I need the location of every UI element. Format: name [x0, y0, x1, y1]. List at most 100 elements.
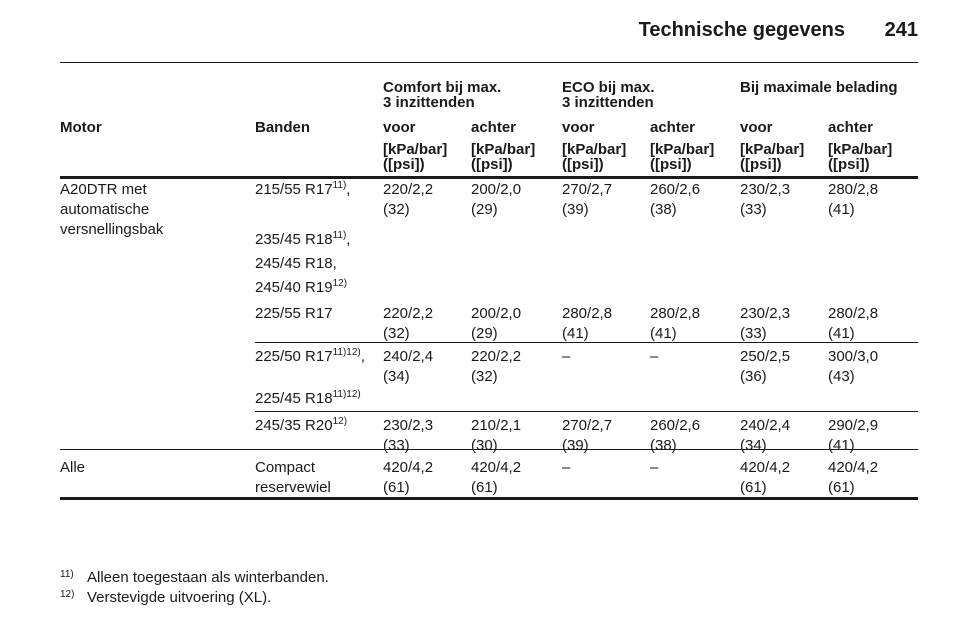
tyre-size-text: reservewiel: [255, 479, 331, 496]
unit-header: [kPa/bar]: [828, 141, 893, 158]
tyre-size-text: 245/40 R19: [255, 279, 333, 296]
pressure-value: (32): [471, 368, 498, 385]
unit-header: ([psi]): [383, 156, 425, 173]
pressure-value: (43): [828, 368, 855, 385]
unit-header: [kPa/bar]: [471, 141, 536, 158]
pressure-value: 300/3,0: [828, 348, 879, 365]
pressure-value: (61): [383, 479, 410, 496]
column-header: achter: [471, 119, 517, 136]
pressure-value: (61): [828, 479, 855, 496]
footnote-ref: 11)12): [332, 389, 361, 400]
tyre-size: reservewiel: [255, 478, 331, 498]
unit-header: [kPa/bar]: [740, 141, 805, 158]
unit-header: ([psi]): [740, 156, 782, 173]
punctuation: ,: [346, 231, 351, 248]
footnote-ref: 12): [332, 416, 348, 427]
tyre-size: 215/55 R1711),: [255, 180, 350, 200]
pressure-value: 210/2,1: [471, 417, 522, 434]
pressure-value: (34): [383, 368, 410, 385]
pressure-value: 280/2,8: [650, 305, 701, 322]
column-header: voor: [383, 119, 416, 136]
tyre-size: 225/45 R1811)12): [255, 389, 361, 409]
pressure-value: (29): [471, 325, 498, 342]
pressure-value: 230/2,3: [383, 417, 434, 434]
tyre-size-text: 225/50 R17: [255, 348, 333, 365]
tyre-size: 225/55 R17: [255, 304, 333, 324]
table-rule: [60, 497, 918, 500]
tyre-size: 235/45 R1811),: [255, 230, 350, 250]
footnote-mark: 11): [60, 569, 74, 580]
table-rule: [60, 449, 918, 450]
pressure-value: –: [562, 459, 571, 476]
pressure-value: 290/2,9: [828, 417, 879, 434]
motor: automatische: [60, 201, 150, 218]
pressure-value: 240/2,4: [740, 417, 791, 434]
pressure-value: 220/2,2: [383, 305, 434, 322]
pressure-value: 250/2,5: [740, 348, 791, 365]
pressure-value: 420/4,2: [383, 459, 434, 476]
footnote-mark: 12): [60, 589, 75, 600]
motor: A20DTR met: [60, 181, 147, 198]
pressure-value: (61): [471, 479, 498, 496]
punctuation: ,: [360, 348, 365, 365]
pressure-value: 420/4,2: [740, 459, 791, 476]
tyre-size: 245/45 R18,: [255, 254, 337, 274]
pressure-value: (32): [383, 325, 410, 342]
pressure-value: 200/2,0: [471, 181, 522, 198]
pressure-value: 260/2,6: [650, 181, 701, 198]
tyre-size-text: 225/45 R18: [255, 390, 333, 407]
pressure-value: (33): [740, 201, 767, 218]
unit-header: [kPa/bar]: [650, 141, 715, 158]
pressure-value: 230/2,3: [740, 305, 791, 322]
tyre-size-text: 235/45 R18: [255, 231, 333, 248]
pressure-value: –: [562, 348, 571, 365]
pressure-value: 420/4,2: [828, 459, 879, 476]
pressure-value: (29): [471, 201, 498, 218]
tyre-size: 245/35 R2012): [255, 416, 347, 436]
pressure-value: 260/2,6: [650, 417, 701, 434]
column-header: achter: [650, 119, 696, 136]
tyre-size-text: 245/35 R20: [255, 417, 333, 434]
pressure-value: (30): [471, 437, 498, 454]
tyre-size-text: 215/55 R17: [255, 181, 333, 198]
pressure-value: 280/2,8: [828, 181, 879, 198]
pressure-value: (41): [828, 437, 855, 454]
pressure-value: (39): [562, 437, 589, 454]
header-rule: [60, 62, 918, 63]
footnote-ref: 11)12): [332, 347, 361, 358]
tyre-size: 245/40 R1912): [255, 278, 347, 298]
pressure-value: –: [650, 348, 659, 365]
pressure-value: (33): [740, 325, 767, 342]
pressure-value: (41): [562, 325, 589, 342]
pressure-value: (36): [740, 368, 767, 385]
tyre-size-text: 245/45 R18,: [255, 255, 337, 272]
pressure-value: (61): [740, 479, 767, 496]
group-header: Comfort bij max.: [383, 79, 502, 96]
tyre-size-text: Compact: [255, 459, 316, 476]
pressure-value: –: [650, 459, 659, 476]
pressure-value: 220/2,2: [471, 348, 522, 365]
unit-header: ([psi]): [650, 156, 692, 173]
footnote-ref: 12): [332, 278, 348, 289]
page-number: 241: [884, 19, 918, 41]
footnote-ref: 11): [332, 230, 347, 241]
pressure-value: 230/2,3: [740, 181, 791, 198]
group-header: ECO bij max.: [562, 79, 655, 96]
motor: versnellingsbak: [60, 221, 164, 238]
column-header: achter: [828, 119, 874, 136]
group-header: 3 inzittenden: [383, 94, 475, 111]
pressure-value: (33): [383, 437, 410, 454]
tyre-size: Compact: [255, 458, 315, 478]
column-header: voor: [740, 119, 773, 136]
column-header: Banden: [255, 119, 311, 136]
group-header: Bij maximale belading: [740, 79, 898, 96]
unit-header: ([psi]): [828, 156, 870, 173]
page-title: Technische gegevens: [638, 19, 845, 41]
unit-header: ([psi]): [471, 156, 513, 173]
pressure-value: (32): [383, 201, 410, 218]
pressure-value: 420/4,2: [471, 459, 522, 476]
pressure-value: 270/2,7: [562, 181, 613, 198]
pressure-value: 240/2,4: [383, 348, 434, 365]
pressure-value: (41): [650, 325, 677, 342]
